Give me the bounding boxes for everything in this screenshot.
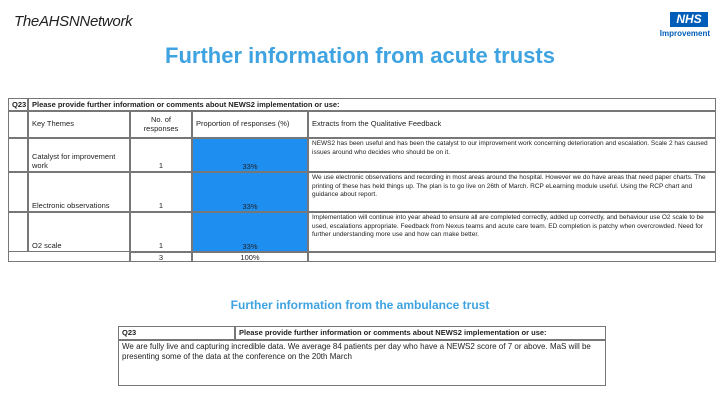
question-no: Q23 <box>8 98 28 111</box>
theme: Electronic observations <box>28 172 130 212</box>
question: Please provide further information or co… <box>235 326 606 340</box>
theme: O2 scale <box>28 212 130 252</box>
col-responses: No. of responses <box>130 111 192 138</box>
blank-cell <box>8 252 130 262</box>
proportion-label: 33% <box>242 202 258 211</box>
proportion-label: 33% <box>242 242 258 251</box>
question-no: Q23 <box>118 326 235 340</box>
nhs-badge: NHS <box>670 12 708 27</box>
responses: 1 <box>130 172 192 212</box>
proportion-cell: 33% <box>192 212 308 252</box>
responses: 1 <box>130 138 192 172</box>
proportion-cell: 33% <box>192 172 308 212</box>
extract: Implementation will continue into year a… <box>308 212 716 252</box>
logo-right-text: Improvement <box>659 29 710 38</box>
proportion-bar <box>193 213 307 251</box>
col-proportion: Proportion of responses (%) <box>192 111 308 138</box>
proportion-bar <box>193 173 307 211</box>
subtitle: Further information from the ambulance t… <box>230 298 490 312</box>
answer: We are fully live and capturing incredib… <box>118 340 606 386</box>
title: Further information from acute trusts <box>165 43 555 68</box>
col-key-themes: Key Themes <box>28 111 130 138</box>
proportion-cell: 33% <box>192 138 308 172</box>
total-proportion: 100% <box>192 252 308 262</box>
proportion-label: 33% <box>242 162 258 171</box>
blank-cell <box>8 172 28 212</box>
extract: We use electronic observations and recor… <box>308 172 716 212</box>
blank-cell <box>8 212 28 252</box>
question: Please provide further information or co… <box>28 98 716 111</box>
col-extracts: Extracts from the Qualitative Feedback <box>308 111 716 138</box>
responses: 1 <box>130 212 192 252</box>
blank-cell <box>308 252 716 262</box>
blank-cell <box>8 111 28 138</box>
table-acute: Q23 Please provide further information or… <box>8 98 716 262</box>
proportion-bar <box>193 139 307 171</box>
extract: NEWS2 has been useful and has been the c… <box>308 138 716 172</box>
total-responses: 3 <box>130 252 192 262</box>
blank-cell <box>8 138 28 172</box>
theme: Catalyst for improvement work <box>28 138 130 172</box>
logo-left: TheAHSNNetwork <box>14 13 133 30</box>
